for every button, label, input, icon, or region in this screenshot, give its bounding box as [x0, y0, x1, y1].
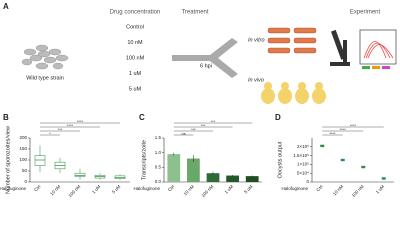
bar	[167, 154, 181, 182]
microscope-icon	[330, 29, 350, 66]
panel-a: A Wild type strain Drug concentration Tr…	[3, 2, 397, 104]
treatment-header: Treatment	[181, 10, 208, 16]
charts: B Number of sporozoites/view 0 50 100 150 200 C…	[0, 113, 394, 198]
panel-label: D	[275, 113, 281, 122]
screen-button	[382, 66, 390, 69]
point	[381, 177, 386, 180]
x-tick-label: Ctrl	[167, 184, 175, 192]
y-tick-label: 2×10⁵	[297, 144, 309, 149]
significance-label: ***	[191, 127, 196, 132]
chart: C Transcripts/zoite 0.0 0.5 1.0 1.5 Ctrl 10 nM 1…	[133, 113, 262, 198]
chicks-icon	[261, 82, 326, 104]
significance-label: ****	[329, 131, 336, 136]
x-tick-label: 5 uM	[243, 184, 254, 195]
x-tick-label: 1 uM	[224, 184, 235, 195]
chart: D Oocysts output 0 5×10⁴ 1×10⁵ 1.5×10⁵ 2×10⁵ Ct…	[275, 113, 394, 198]
y-tick-label: 50	[22, 168, 28, 173]
y-tick-label: 1.5	[155, 135, 162, 140]
panel-label: B	[3, 113, 9, 122]
y-tick-label: 0.5	[155, 165, 162, 170]
x-tick-label: 1 uM	[91, 184, 102, 195]
treatment-arrow	[172, 38, 238, 78]
concentration: 100 nM	[126, 55, 145, 61]
y-axis-label: Number of sporozoites/view	[5, 126, 11, 194]
panel-label: A	[3, 2, 9, 11]
x-tick-label: Ctrl	[315, 184, 323, 192]
y-tick-label: 5×10⁴	[297, 170, 309, 175]
bar	[245, 176, 259, 182]
panel-label: C	[139, 113, 145, 122]
drug-header: Drug concentration	[110, 10, 161, 16]
box	[74, 172, 86, 177]
point	[361, 165, 366, 169]
concentration: 5 uM	[129, 86, 142, 92]
in-vitro-label: In vitro	[248, 37, 265, 43]
concentration-list: Control 10 nM 100 nM 1 uM 5 uM	[126, 24, 145, 92]
concentration: 1 uM	[129, 71, 142, 77]
significance-label: ****	[340, 127, 347, 132]
significance-label: ns	[181, 131, 185, 136]
y-tick-label: 150	[19, 146, 27, 151]
bar	[226, 175, 239, 182]
y-tick-label: 1×10⁵	[297, 162, 309, 167]
cells-icon	[21, 44, 69, 70]
x-tick-label: 5 uM	[111, 184, 122, 195]
y-tick-label: 0.0	[155, 179, 162, 184]
concentration: 10 nM	[127, 40, 143, 46]
y-axis-label: Oocysts output	[277, 141, 283, 178]
screen-button	[362, 66, 370, 69]
y-tick-label: 0	[306, 179, 309, 184]
y-tick-label: 1.5×10⁵	[293, 153, 309, 158]
y-axis-label: Transcripts/zoite	[141, 140, 147, 180]
x-axis-label: Halofuginone	[0, 186, 26, 191]
significance-label: ****	[77, 119, 84, 124]
chart: B Number of sporozoites/view 0 50 100 150 200 C…	[0, 113, 130, 198]
significance-label: ****	[67, 123, 74, 128]
time-label: 6 hpi	[200, 63, 212, 69]
x-tick-label: 100 nM	[67, 184, 81, 198]
screen-icon	[359, 29, 397, 65]
y-tick-label: 0	[24, 179, 27, 184]
x-tick-label: 10 nM	[332, 184, 345, 197]
x-tick-label: 100 nM	[200, 184, 214, 198]
strain-label: Wild type strain	[26, 75, 64, 81]
in-vivo-label: In vivo	[248, 77, 264, 83]
x-tick-label: 100 nM	[351, 184, 365, 198]
significance-label: ***	[58, 127, 63, 132]
x-tick-label: Ctrl	[33, 184, 41, 192]
box	[34, 155, 46, 166]
concentration: Control	[126, 24, 144, 30]
dishes-icon	[267, 27, 317, 54]
x-axis-label: Halofuginone	[281, 186, 308, 191]
bar	[187, 158, 200, 182]
y-tick-label: 1.0	[155, 150, 162, 155]
x-axis-label: Halofuginone	[133, 186, 160, 191]
point	[320, 144, 325, 148]
x-tick-label: 1 uM	[375, 184, 386, 195]
screen-curves	[363, 41, 394, 59]
x-tick-label: 10 nM	[183, 184, 196, 197]
significance-label: ****	[350, 123, 357, 128]
y-tick-label: 200	[19, 135, 27, 140]
experiment-header: Experiment	[350, 10, 381, 16]
significance-label: ***	[211, 119, 216, 124]
significance-label: *	[49, 131, 51, 136]
screen-button	[372, 66, 380, 69]
figure: A Wild type strain Drug concentration Tr…	[0, 2, 397, 198]
point	[340, 158, 345, 162]
significance-label: ***	[201, 123, 206, 128]
bar	[206, 173, 220, 182]
x-tick-label: 10 nM	[49, 184, 62, 197]
y-tick-label: 100	[19, 157, 27, 162]
